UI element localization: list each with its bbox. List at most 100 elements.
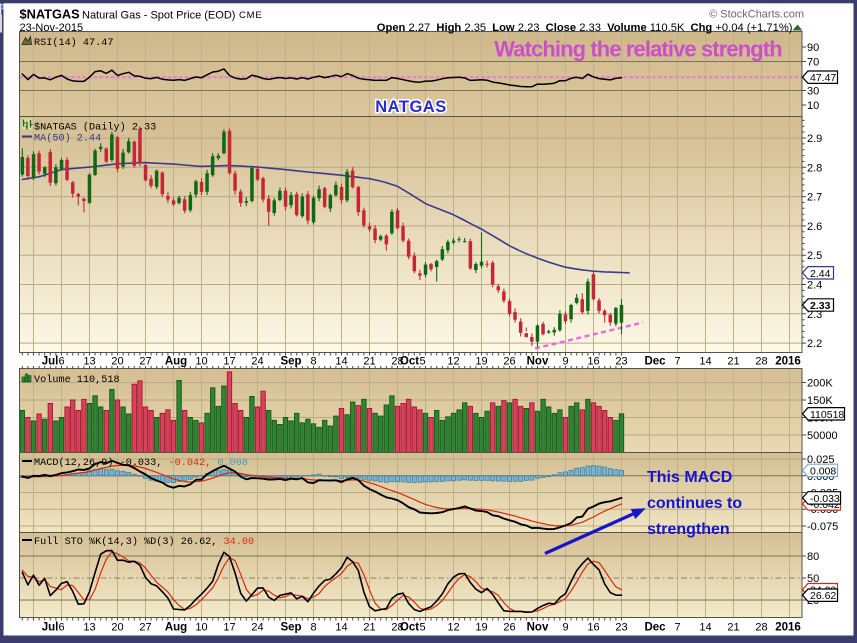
svg-text:0.025: 0.025 (807, 454, 835, 466)
svg-text:28: 28 (391, 356, 403, 368)
svg-text:Nov: Nov (527, 356, 549, 368)
svg-text:23: 23 (615, 356, 627, 368)
svg-text:Volume 110,518: Volume 110,518 (34, 374, 120, 386)
svg-text:$NATGAS: $NATGAS (20, 7, 81, 22)
svg-text:21: 21 (727, 356, 739, 368)
svg-text:30: 30 (807, 86, 819, 98)
svg-text:9: 9 (562, 356, 568, 368)
svg-text:Dec: Dec (644, 622, 666, 634)
svg-text:23: 23 (615, 622, 627, 634)
svg-text:0.008: 0.008 (810, 465, 836, 477)
svg-text:MA(50) 2.44: MA(50) 2.44 (34, 133, 101, 145)
svg-text:10: 10 (195, 356, 207, 368)
svg-text:6: 6 (58, 622, 64, 634)
svg-text:Watching the relative strength: Watching the relative strength (494, 37, 782, 62)
svg-text:5: 5 (419, 356, 425, 368)
svg-text:20: 20 (111, 622, 123, 634)
svg-text:Aug: Aug (165, 356, 187, 368)
svg-text:12: 12 (447, 622, 459, 634)
svg-text:16: 16 (587, 356, 599, 368)
svg-text:13: 13 (83, 356, 95, 368)
svg-text:Oct: Oct (400, 356, 419, 368)
svg-text:2.9: 2.9 (807, 133, 822, 145)
svg-text:80: 80 (807, 551, 819, 563)
svg-text:Aug: Aug (165, 622, 187, 634)
svg-text:2.44: 2.44 (810, 268, 831, 280)
svg-text:19: 19 (475, 356, 487, 368)
svg-text:50: 50 (807, 573, 819, 585)
svg-text:10: 10 (195, 622, 207, 634)
svg-text:150K: 150K (807, 395, 833, 407)
svg-text:2.8: 2.8 (807, 162, 822, 174)
svg-text:Natural Gas - Spot Price (EOD): Natural Gas - Spot Price (EOD) (82, 10, 235, 22)
svg-text:Full STO %K(14,3) %D(3) 26.62,: Full STO %K(14,3) %D(3) 26.62, 34.00 (34, 536, 254, 548)
svg-text:20: 20 (111, 356, 123, 368)
svg-text:Nov: Nov (527, 622, 549, 634)
svg-text:© StockCharts.com: © StockCharts.com (709, 9, 804, 21)
svg-text:Sep: Sep (280, 622, 301, 634)
svg-text:28: 28 (755, 356, 767, 368)
svg-text:continues to: continues to (647, 495, 742, 512)
svg-text:12: 12 (447, 356, 459, 368)
svg-text:28: 28 (391, 622, 403, 634)
svg-text:Jul: Jul (42, 622, 59, 634)
svg-text:Sep: Sep (280, 356, 301, 368)
svg-text:21: 21 (363, 356, 375, 368)
svg-text:strengthen: strengthen (647, 521, 730, 538)
svg-text:47.47: 47.47 (810, 72, 836, 84)
svg-text:14: 14 (335, 356, 347, 368)
svg-text:10: 10 (807, 100, 819, 112)
svg-text:2.6: 2.6 (807, 221, 822, 233)
svg-text:2.5: 2.5 (807, 250, 822, 262)
svg-text:2.33: 2.33 (810, 300, 831, 312)
svg-text:2.4: 2.4 (807, 280, 822, 292)
svg-text:14: 14 (699, 622, 711, 634)
svg-text:This MACD: This MACD (647, 469, 732, 486)
svg-text:27: 27 (139, 622, 151, 634)
svg-text:21: 21 (727, 622, 739, 634)
svg-text:13: 13 (83, 622, 95, 634)
svg-text:17: 17 (223, 622, 235, 634)
svg-text:RSI(14) 47.47: RSI(14) 47.47 (34, 37, 113, 49)
svg-text:21: 21 (363, 622, 375, 634)
svg-text:24: 24 (251, 622, 263, 634)
svg-text:2016: 2016 (775, 356, 801, 368)
svg-text:-0.033: -0.033 (810, 493, 840, 505)
svg-text:50000: 50000 (807, 430, 838, 442)
svg-text:14: 14 (335, 622, 347, 634)
svg-text:17: 17 (223, 356, 235, 368)
svg-text:7: 7 (674, 356, 680, 368)
svg-text:28: 28 (755, 622, 767, 634)
svg-text:8: 8 (310, 622, 316, 634)
svg-text:2.7: 2.7 (807, 192, 822, 204)
svg-text:Dec: Dec (644, 356, 666, 368)
svg-text:NATGAS: NATGAS (375, 98, 446, 116)
svg-text:24: 24 (251, 356, 263, 368)
svg-text:26: 26 (503, 356, 515, 368)
svg-text:5: 5 (419, 622, 425, 634)
svg-text:110518: 110518 (810, 409, 844, 421)
svg-text:23-Nov-2015: 23-Nov-2015 (20, 22, 84, 34)
svg-text:Oct: Oct (400, 622, 419, 634)
svg-text:16: 16 (587, 622, 599, 634)
svg-text:MACD(12,26,9) -0.033, -0.042,: MACD(12,26,9) -0.033, -0.042, 0.008 (34, 457, 248, 469)
svg-text:26: 26 (503, 622, 515, 634)
svg-text:90: 90 (807, 42, 819, 54)
svg-text:200K: 200K (807, 378, 833, 390)
svg-text:19: 19 (475, 622, 487, 634)
svg-text:2.2: 2.2 (807, 338, 822, 350)
svg-text:70: 70 (807, 57, 819, 69)
svg-text:Jul: Jul (42, 356, 59, 368)
svg-text:27: 27 (139, 356, 151, 368)
svg-text:14: 14 (699, 356, 711, 368)
svg-text:2016: 2016 (775, 622, 801, 634)
svg-text:CME: CME (239, 10, 263, 21)
svg-text:Open 2.27 High 2.35 Low 2.23 C: Open 2.27 High 2.35 Low 2.23 Close 2.33 … (377, 22, 793, 34)
svg-text:26.62: 26.62 (810, 590, 836, 602)
svg-text:7: 7 (674, 622, 680, 634)
svg-text:$NATGAS (Daily) 2.33: $NATGAS (Daily) 2.33 (34, 122, 156, 134)
svg-text:6: 6 (58, 356, 64, 368)
svg-text:-0.075: -0.075 (807, 521, 838, 533)
svg-text:9: 9 (562, 622, 568, 634)
svg-text:8: 8 (310, 356, 316, 368)
